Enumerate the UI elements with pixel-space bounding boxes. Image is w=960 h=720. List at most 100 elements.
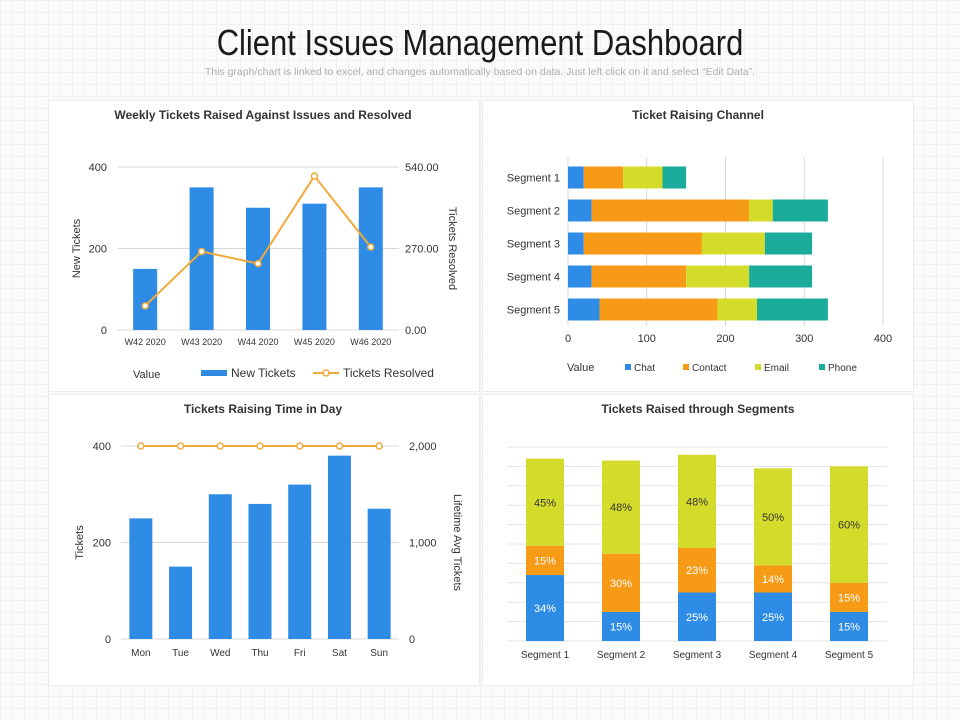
page-subtitle: This graph/chart is linked to excel, and… — [204, 66, 756, 78]
legend-swatch-phone — [819, 364, 825, 370]
bar-new-tickets — [133, 268, 158, 330]
bar-email — [749, 199, 773, 222]
bar-segment-yellow — [526, 458, 564, 546]
y2-axis-label: Lifetime Avg Tickets — [451, 494, 463, 592]
data-label: 48% — [610, 502, 632, 514]
bar-tickets — [327, 455, 351, 639]
bar-phone — [764, 232, 813, 255]
legend-title: Value — [567, 362, 594, 374]
bar-chat — [568, 199, 592, 222]
legend-label: Tickets Resolved — [343, 366, 434, 380]
y-tick-label: Segment 4 — [507, 272, 560, 284]
data-label: 14% — [762, 574, 784, 586]
x-tick-label: 0 — [565, 333, 571, 345]
data-label: 25% — [686, 612, 708, 624]
x-tick-label: Segment 4 — [749, 650, 798, 661]
chart-title: Ticket Raising Channel — [632, 108, 764, 122]
bar-contact — [591, 199, 750, 222]
point-tickets-resolved — [197, 247, 206, 256]
point-lifetime-avg — [335, 442, 344, 450]
data-label: 15% — [610, 621, 632, 633]
point-tickets-resolved — [367, 243, 375, 251]
time-chart[interactable]: Tickets Raising Time in Day 0 200 400 0 1,000… — [49, 395, 479, 685]
bar-segment-blue — [754, 592, 792, 641]
x-tick-label: W43 2020 — [181, 337, 222, 347]
y-axis-label: Tickets — [74, 525, 86, 560]
point-lifetime-avg — [137, 442, 145, 450]
bar-chat — [568, 232, 584, 255]
legend-title: Value — [133, 369, 160, 381]
legend-swatch-email — [755, 364, 761, 370]
x-tick-label: 200 — [716, 333, 734, 345]
channel-chart-panel[interactable]: Ticket Raising Channel 0 100 200 300 400 Segme… — [482, 100, 914, 392]
x-tick-label: Sun — [370, 648, 388, 659]
bar-contact — [591, 265, 687, 288]
bar-segment-orange — [754, 565, 792, 593]
x-tick-label: Tue — [172, 648, 189, 659]
data-label: 25% — [762, 612, 784, 624]
bar-phone — [757, 298, 828, 321]
bar-contact — [583, 166, 624, 189]
bar-segment-blue — [830, 611, 868, 641]
x-tick-label: Segment 2 — [597, 650, 646, 661]
weekly-chart[interactable]: Weekly Tickets Raised Against Issues and… — [49, 101, 479, 391]
bar-segment-yellow — [754, 468, 792, 566]
bar-chat — [568, 265, 592, 288]
x-tick-label: W42 2020 — [125, 337, 166, 347]
bar-tickets — [288, 484, 312, 639]
bar-chat — [568, 166, 584, 189]
bar-segment-blue — [526, 575, 564, 641]
channel-chart[interactable]: Ticket Raising Channel 0 100 200 300 400 Segme… — [483, 101, 913, 391]
bar-email — [623, 166, 663, 189]
x-tick-label: Fri — [294, 648, 306, 659]
bar-new-tickets — [246, 207, 270, 330]
bar-email — [686, 265, 750, 288]
x-tick-label: W44 2020 — [237, 337, 278, 347]
bar-segment-orange — [526, 545, 564, 576]
y2-tick-label: 2,000 — [409, 441, 437, 453]
y2-tick-label: 0 — [409, 634, 415, 646]
y2-tick-label: 540.00 — [405, 162, 439, 174]
legend-swatch-new-tickets — [201, 370, 227, 376]
x-tick-label: 300 — [795, 333, 813, 345]
data-label: 23% — [686, 565, 708, 577]
legend-swatch-contact — [683, 364, 689, 370]
time-chart-panel[interactable]: Tickets Raising Time in Day 0 200 400 0 1,000… — [48, 394, 480, 686]
bar-tickets — [208, 494, 232, 639]
bar-segment-blue — [602, 611, 640, 641]
bar-chat — [568, 298, 600, 321]
y-tick-label: Segment 5 — [507, 305, 560, 317]
bar-segment-yellow — [602, 460, 640, 554]
y-tick-label: 200 — [89, 244, 107, 256]
point-lifetime-avg — [256, 442, 264, 450]
legend-label: Chat — [634, 363, 655, 374]
data-label: 30% — [610, 578, 632, 590]
point-lifetime-avg — [295, 442, 304, 450]
bar-segment-blue — [678, 592, 716, 641]
legend-label: Phone — [828, 363, 857, 374]
x-tick-label: Segment 3 — [673, 650, 722, 661]
bar-contact — [583, 232, 702, 255]
y2-axis-label: Tickets Resolved — [446, 207, 458, 290]
bar-tickets — [169, 566, 193, 639]
y-tick-label: Segment 2 — [507, 206, 560, 218]
data-label: 48% — [686, 496, 708, 508]
data-label: 15% — [534, 555, 556, 567]
segments-chart[interactable]: Tickets Raised through Segments 34% 15% 45%… — [483, 395, 913, 685]
bar-email — [701, 232, 765, 255]
bar-email — [717, 298, 757, 321]
x-tick-label: W46 2020 — [350, 337, 391, 347]
bar-new-tickets — [302, 203, 327, 330]
bar-tickets — [129, 518, 153, 639]
chart-title: Tickets Raised through Segments — [601, 402, 794, 416]
x-tick-label: W45 2020 — [294, 337, 335, 347]
data-label: 15% — [838, 592, 860, 604]
x-tick-label: 400 — [874, 333, 892, 345]
chart-title: Weekly Tickets Raised Against Issues and… — [114, 108, 411, 122]
bar-segment-orange — [602, 553, 640, 612]
legend-marker — [322, 369, 330, 377]
weekly-chart-panel[interactable]: Weekly Tickets Raised Against Issues and… — [48, 100, 480, 392]
segments-chart-panel[interactable]: Tickets Raised through Segments 34% 15% 45%… — [482, 394, 914, 686]
y2-tick-label: 0.00 — [405, 325, 426, 337]
bar-contact — [599, 298, 718, 321]
